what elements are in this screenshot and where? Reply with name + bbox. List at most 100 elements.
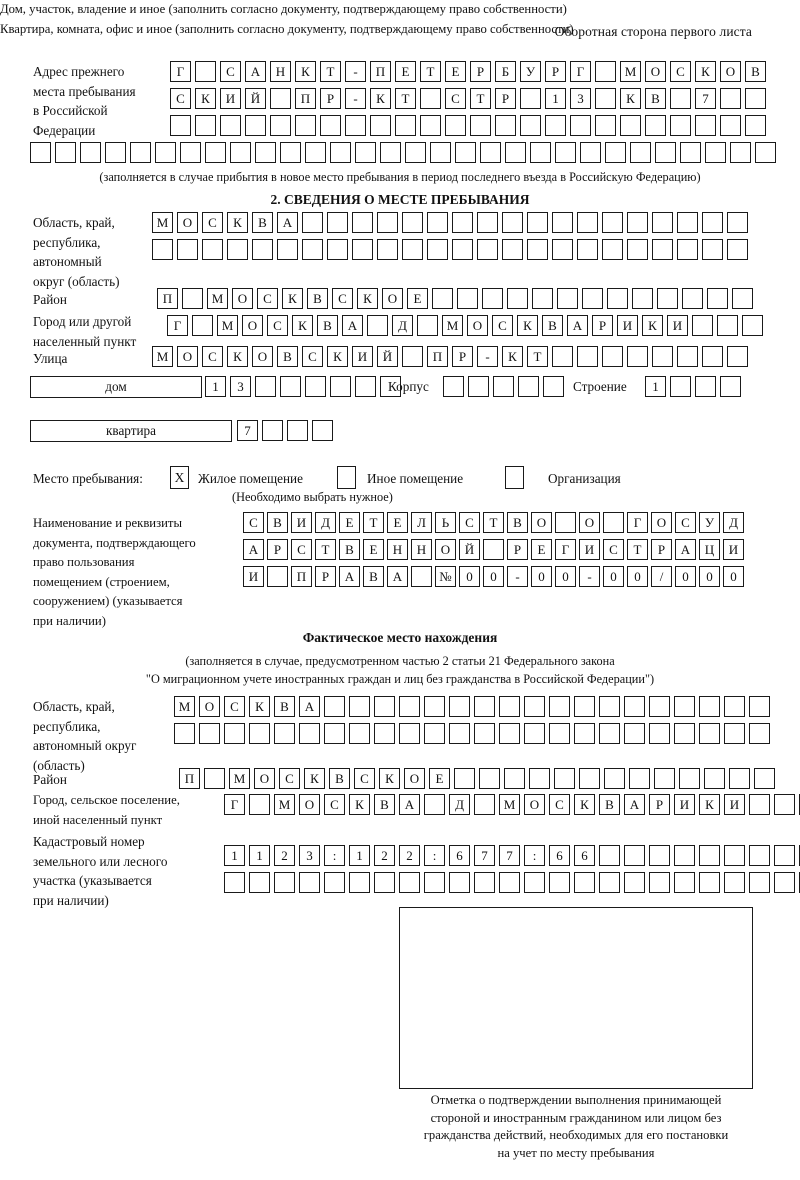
char-cell[interactable]: М (274, 794, 295, 815)
char-cell[interactable] (152, 239, 173, 260)
char-cell[interactable]: 3 (570, 88, 591, 109)
char-cell[interactable] (543, 376, 564, 397)
char-cell[interactable] (449, 872, 470, 893)
char-cell[interactable]: О (242, 315, 263, 336)
char-cell[interactable] (695, 115, 716, 136)
char-cell[interactable] (411, 566, 432, 587)
char-cell[interactable] (745, 115, 766, 136)
char-cell[interactable] (702, 239, 723, 260)
char-cell[interactable]: 3 (299, 845, 320, 866)
char-cell[interactable] (55, 142, 76, 163)
char-cell[interactable] (652, 239, 673, 260)
char-cell[interactable]: К (227, 212, 248, 233)
char-cell[interactable] (324, 872, 345, 893)
char-cell[interactable]: Е (387, 512, 408, 533)
char-cell[interactable] (180, 142, 201, 163)
char-cell[interactable] (470, 115, 491, 136)
char-cell[interactable]: С (332, 288, 353, 309)
char-cell[interactable]: В (599, 794, 620, 815)
char-cell[interactable] (482, 288, 503, 309)
char-cell[interactable] (599, 872, 620, 893)
char-cell[interactable]: Т (363, 512, 384, 533)
char-cell[interactable] (252, 239, 273, 260)
char-cell[interactable] (579, 768, 600, 789)
char-cell[interactable]: И (243, 566, 264, 587)
char-cell[interactable] (570, 115, 591, 136)
char-cell[interactable] (155, 142, 176, 163)
char-cell[interactable] (702, 346, 723, 367)
char-cell[interactable] (277, 239, 298, 260)
char-cell[interactable]: О (299, 794, 320, 815)
char-cell[interactable] (574, 723, 595, 744)
char-cell[interactable] (430, 142, 451, 163)
char-cell[interactable]: 2 (274, 845, 295, 866)
char-cell[interactable] (449, 723, 470, 744)
char-cell[interactable]: П (179, 768, 200, 789)
char-cell[interactable] (774, 845, 795, 866)
char-cell[interactable] (327, 239, 348, 260)
char-cell[interactable] (227, 239, 248, 260)
char-cell[interactable]: Н (387, 539, 408, 560)
char-cell[interactable] (249, 794, 270, 815)
char-cell[interactable]: К (620, 88, 641, 109)
char-cell[interactable]: Д (723, 512, 744, 533)
char-cell[interactable]: М (207, 288, 228, 309)
char-cell[interactable] (380, 142, 401, 163)
char-cell[interactable] (754, 768, 775, 789)
char-cell[interactable]: О (467, 315, 488, 336)
char-cell[interactable] (417, 315, 438, 336)
char-cell[interactable]: Й (245, 88, 266, 109)
char-cell[interactable] (402, 212, 423, 233)
char-cell[interactable]: Е (407, 288, 428, 309)
char-cell[interactable]: С (603, 539, 624, 560)
char-cell[interactable]: Д (392, 315, 413, 336)
char-cell[interactable] (727, 239, 748, 260)
stroenie-cells[interactable]: 1 (645, 376, 745, 397)
char-cell[interactable]: - (507, 566, 528, 587)
char-cell[interactable] (377, 212, 398, 233)
char-cell[interactable] (495, 115, 516, 136)
char-cell[interactable] (424, 794, 445, 815)
char-cell[interactable] (457, 288, 478, 309)
char-cell[interactable] (624, 723, 645, 744)
char-cell[interactable] (649, 723, 670, 744)
char-cell[interactable]: А (567, 315, 588, 336)
char-cell[interactable] (652, 212, 673, 233)
char-cell[interactable] (502, 239, 523, 260)
char-cell[interactable]: И (352, 346, 373, 367)
char-cell[interactable]: Р (545, 61, 566, 82)
char-cell[interactable] (627, 212, 648, 233)
char-cell[interactable]: 1 (645, 376, 666, 397)
char-cell[interactable] (749, 794, 770, 815)
char-cell[interactable] (195, 61, 216, 82)
char-cell[interactable] (702, 212, 723, 233)
char-cell[interactable] (574, 696, 595, 717)
char-cell[interactable]: М (620, 61, 641, 82)
char-cell[interactable] (182, 288, 203, 309)
char-cell[interactable] (474, 794, 495, 815)
char-cell[interactable] (199, 723, 220, 744)
char-cell[interactable] (549, 696, 570, 717)
char-cell[interactable] (352, 239, 373, 260)
char-cell[interactable] (255, 142, 276, 163)
char-cell[interactable] (727, 346, 748, 367)
char-cell[interactable]: К (292, 315, 313, 336)
char-cell[interactable] (374, 723, 395, 744)
char-cell[interactable] (680, 142, 701, 163)
char-cell[interactable]: В (267, 512, 288, 533)
char-cell[interactable]: И (724, 794, 745, 815)
char-cell[interactable] (630, 142, 651, 163)
char-cell[interactable] (420, 115, 441, 136)
char-cell[interactable] (255, 376, 276, 397)
char-cell[interactable]: В (745, 61, 766, 82)
char-cell[interactable] (399, 872, 420, 893)
actual-region-row-2[interactable] (174, 723, 774, 744)
char-cell[interactable] (624, 696, 645, 717)
char-cell[interactable] (305, 142, 326, 163)
char-cell[interactable]: С (279, 768, 300, 789)
char-cell[interactable] (652, 346, 673, 367)
